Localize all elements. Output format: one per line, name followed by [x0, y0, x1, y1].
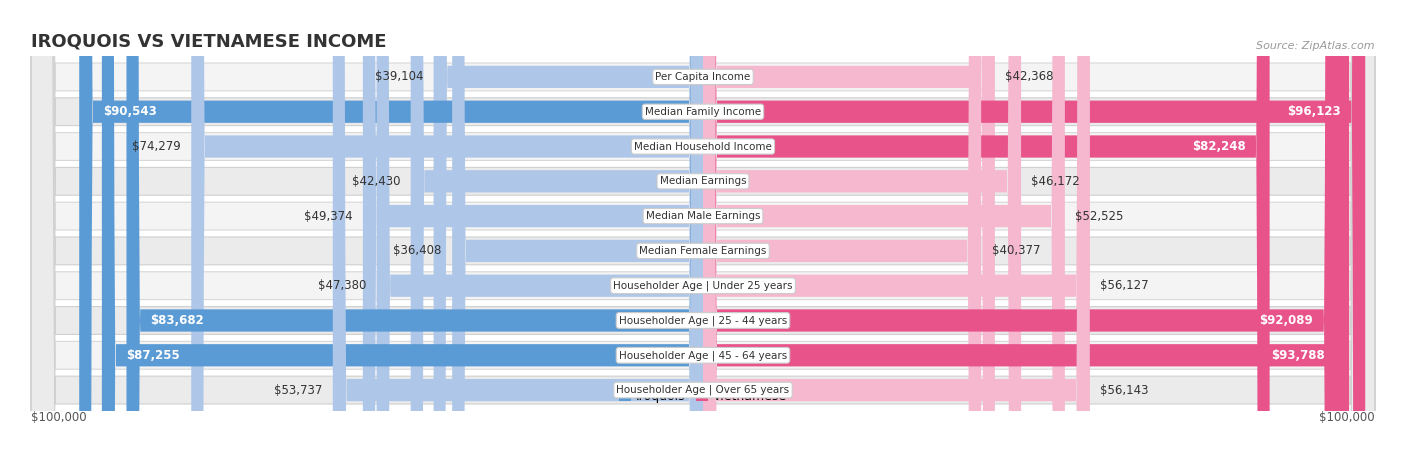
- Text: $83,682: $83,682: [150, 314, 204, 327]
- FancyBboxPatch shape: [703, 0, 1021, 467]
- Text: $93,788: $93,788: [1271, 349, 1324, 362]
- FancyBboxPatch shape: [79, 0, 703, 467]
- Text: Householder Age | 25 - 44 years: Householder Age | 25 - 44 years: [619, 315, 787, 326]
- FancyBboxPatch shape: [703, 0, 1270, 467]
- Text: Median Household Income: Median Household Income: [634, 142, 772, 151]
- Text: $87,255: $87,255: [127, 349, 180, 362]
- Text: $100,000: $100,000: [1319, 411, 1375, 424]
- FancyBboxPatch shape: [703, 0, 981, 467]
- Text: $82,248: $82,248: [1192, 140, 1246, 153]
- Text: Median Female Earnings: Median Female Earnings: [640, 246, 766, 256]
- Text: $74,279: $74,279: [132, 140, 181, 153]
- Text: $56,143: $56,143: [1099, 383, 1149, 396]
- FancyBboxPatch shape: [191, 0, 703, 467]
- Text: $36,408: $36,408: [394, 244, 441, 257]
- Text: $47,380: $47,380: [318, 279, 366, 292]
- Text: Householder Age | Under 25 years: Householder Age | Under 25 years: [613, 281, 793, 291]
- FancyBboxPatch shape: [31, 0, 1375, 467]
- FancyBboxPatch shape: [31, 0, 1375, 467]
- Text: $53,737: $53,737: [274, 383, 322, 396]
- Text: $56,127: $56,127: [1099, 279, 1149, 292]
- Text: $96,123: $96,123: [1288, 105, 1341, 118]
- FancyBboxPatch shape: [703, 0, 1337, 467]
- FancyBboxPatch shape: [127, 0, 703, 467]
- FancyBboxPatch shape: [31, 0, 1375, 467]
- FancyBboxPatch shape: [363, 0, 703, 467]
- FancyBboxPatch shape: [101, 0, 703, 467]
- Text: $42,430: $42,430: [352, 175, 401, 188]
- Text: Median Earnings: Median Earnings: [659, 177, 747, 186]
- Text: IROQUOIS VS VIETNAMESE INCOME: IROQUOIS VS VIETNAMESE INCOME: [31, 33, 387, 51]
- FancyBboxPatch shape: [703, 0, 1090, 467]
- FancyBboxPatch shape: [703, 0, 995, 467]
- Legend: Iroquois, Vietnamese: Iroquois, Vietnamese: [613, 385, 793, 408]
- FancyBboxPatch shape: [433, 0, 703, 467]
- Text: Householder Age | 45 - 64 years: Householder Age | 45 - 64 years: [619, 350, 787, 361]
- FancyBboxPatch shape: [31, 0, 1375, 467]
- FancyBboxPatch shape: [453, 0, 703, 467]
- FancyBboxPatch shape: [333, 0, 703, 467]
- FancyBboxPatch shape: [31, 0, 1375, 467]
- Text: $39,104: $39,104: [375, 71, 423, 84]
- FancyBboxPatch shape: [703, 0, 1350, 467]
- FancyBboxPatch shape: [377, 0, 703, 467]
- FancyBboxPatch shape: [31, 0, 1375, 467]
- FancyBboxPatch shape: [31, 0, 1375, 467]
- FancyBboxPatch shape: [703, 0, 1365, 467]
- Text: $52,525: $52,525: [1076, 210, 1123, 223]
- Text: $90,543: $90,543: [103, 105, 157, 118]
- FancyBboxPatch shape: [703, 0, 1090, 467]
- Text: Median Male Earnings: Median Male Earnings: [645, 211, 761, 221]
- Text: $46,172: $46,172: [1032, 175, 1080, 188]
- FancyBboxPatch shape: [411, 0, 703, 467]
- FancyBboxPatch shape: [31, 0, 1375, 467]
- Text: Householder Age | Over 65 years: Householder Age | Over 65 years: [616, 385, 790, 396]
- Text: $49,374: $49,374: [304, 210, 353, 223]
- Text: $100,000: $100,000: [31, 411, 87, 424]
- FancyBboxPatch shape: [31, 0, 1375, 467]
- FancyBboxPatch shape: [31, 0, 1375, 467]
- Text: $40,377: $40,377: [991, 244, 1040, 257]
- Text: $42,368: $42,368: [1005, 71, 1053, 84]
- Text: Median Family Income: Median Family Income: [645, 107, 761, 117]
- Text: Source: ZipAtlas.com: Source: ZipAtlas.com: [1256, 41, 1375, 51]
- Text: Per Capita Income: Per Capita Income: [655, 72, 751, 82]
- Text: $92,089: $92,089: [1260, 314, 1313, 327]
- FancyBboxPatch shape: [703, 0, 1064, 467]
